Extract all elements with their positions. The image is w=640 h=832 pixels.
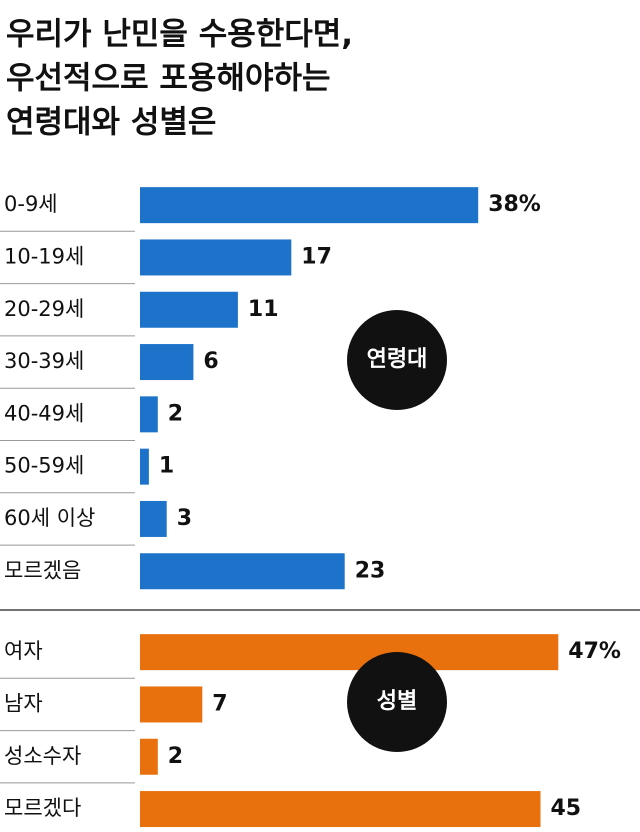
bar (140, 344, 194, 381)
value-label: 1 (159, 454, 174, 479)
value-label: 2 (168, 744, 183, 769)
category-label: 여자 (4, 639, 43, 663)
category-label: 모르겠음 (4, 558, 81, 582)
bar (140, 396, 158, 433)
value-label: 45 (551, 796, 582, 821)
category-label: 30-39세 (4, 349, 84, 373)
category-label: 성소수자 (4, 744, 81, 768)
badge (347, 652, 447, 752)
badge (347, 310, 447, 410)
category-label: 60세 이상 (4, 506, 95, 530)
category-label: 남자 (4, 691, 43, 715)
category-label: 모르겠다 (4, 796, 81, 820)
value-label: 6 (203, 349, 218, 374)
value-label: 23 (355, 558, 386, 583)
category-label: 10-19세 (4, 244, 84, 268)
bar (140, 738, 158, 775)
bar (140, 791, 541, 828)
bar (140, 634, 559, 671)
value-label: 17 (301, 244, 332, 269)
value-label: 11 (248, 297, 279, 322)
bar (140, 448, 149, 485)
value-label: 47% (568, 639, 621, 664)
bar (140, 187, 479, 224)
category-label: 50-59세 (4, 454, 84, 478)
bar (140, 291, 238, 328)
badge-label: 연령대 (367, 347, 428, 372)
bar (140, 239, 292, 276)
category-label: 40-49세 (4, 401, 84, 425)
category-label: 0-9세 (4, 192, 58, 216)
title-line: 우선적으로 포용해야하는 (6, 61, 331, 97)
value-label: 7 (212, 691, 227, 716)
title-line: 연령대와 성별은 (6, 105, 216, 141)
category-label: 20-29세 (4, 297, 84, 321)
title-line: 우리가 난민을 수용한다면, (6, 17, 353, 53)
bar (140, 553, 345, 590)
value-label: 3 (177, 506, 192, 531)
value-label: 2 (168, 401, 183, 426)
value-label: 38% (488, 192, 541, 217)
bar (140, 686, 203, 723)
bar (140, 500, 167, 537)
badge-label: 성별 (377, 689, 417, 714)
